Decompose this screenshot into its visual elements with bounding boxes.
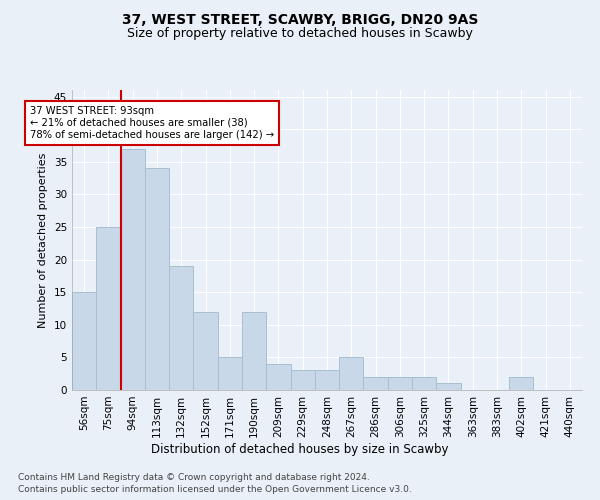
Bar [436, 384, 461, 390]
Text: 37, WEST STREET, SCAWBY, BRIGG, DN20 9AS: 37, WEST STREET, SCAWBY, BRIGG, DN20 9AS [122, 12, 478, 26]
Text: Size of property relative to detached houses in Scawby: Size of property relative to detached ho… [127, 28, 473, 40]
Bar [145, 168, 169, 390]
Text: Contains HM Land Registry data © Crown copyright and database right 2024.: Contains HM Land Registry data © Crown c… [18, 472, 370, 482]
Bar [339, 358, 364, 390]
Bar [218, 358, 242, 390]
Bar [509, 377, 533, 390]
Bar [290, 370, 315, 390]
Bar [121, 148, 145, 390]
Bar [266, 364, 290, 390]
Bar [169, 266, 193, 390]
Bar [364, 377, 388, 390]
Text: Contains public sector information licensed under the Open Government Licence v3: Contains public sector information licen… [18, 485, 412, 494]
Bar [193, 312, 218, 390]
Bar [72, 292, 96, 390]
Bar [242, 312, 266, 390]
Bar [96, 227, 121, 390]
Text: 37 WEST STREET: 93sqm
← 21% of detached houses are smaller (38)
78% of semi-deta: 37 WEST STREET: 93sqm ← 21% of detached … [30, 106, 274, 140]
Text: Distribution of detached houses by size in Scawby: Distribution of detached houses by size … [151, 442, 449, 456]
Bar [412, 377, 436, 390]
Y-axis label: Number of detached properties: Number of detached properties [38, 152, 49, 328]
Bar [315, 370, 339, 390]
Bar [388, 377, 412, 390]
